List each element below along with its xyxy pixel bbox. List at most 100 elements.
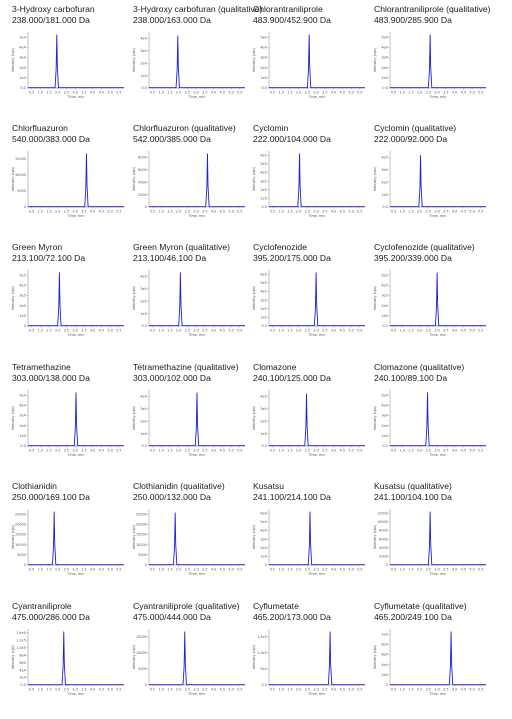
x-tick-label: 3.0 — [313, 210, 318, 214]
chromatogram-peak — [28, 272, 124, 327]
x-tick-label: 5.0 — [107, 688, 112, 692]
chromatogram-plot: 0 5000 10000 15000 0.5 1.0 1.5 2.0 2.5 3.0 3.5 4.0 4… — [11, 151, 124, 218]
x-tick-label: 4.0 — [211, 329, 216, 333]
x-tick-label: 5.0 — [228, 210, 233, 214]
y-axis-label: Intensity (cps) — [132, 524, 136, 549]
x-tick-label: 4.0 — [331, 449, 336, 453]
x-tick-label: 5.0 — [228, 688, 233, 692]
x-tick-label: 2.5 — [185, 568, 190, 572]
x-tick-label: 5.5 — [116, 688, 121, 692]
panel-title-block: Green Myron 213.100/72.100 Da — [12, 242, 85, 263]
panel-title: 3-Hydroxy carbofuran (qualitative) — [133, 4, 263, 14]
x-tick-label: 1.5 — [46, 91, 51, 95]
x-tick-label: 1.0 — [400, 449, 405, 453]
x-tick-label: 2.0 — [417, 568, 422, 572]
y-tick-label: 5e4 — [381, 35, 387, 39]
y-axis-label: Intensity (cps) — [373, 285, 377, 310]
y-tick-label: 2e5 — [381, 304, 387, 308]
y-tick-label: 2000 — [379, 555, 388, 559]
chromatogram-plot: 0.0 1e4 2e4 3e4 4e4 5e4 0.5 1.0 1.5 2.0 2.5 3.0 3.5 4… — [252, 32, 365, 99]
y-tick-label: 1.5e5 — [257, 635, 267, 639]
x-tick-label: 2.0 — [55, 568, 60, 572]
y-tick-label: 5000 — [17, 189, 26, 193]
x-tick-label: 1.5 — [167, 91, 172, 95]
x-tick-label: 1.0 — [279, 568, 284, 572]
y-tick-label: 15000 — [136, 635, 147, 639]
panel-title-block: Clothianidin (qualitative) 250.000/132.00… — [133, 481, 225, 502]
y-tick-label: 4e4 — [19, 668, 25, 672]
y-axis-label: Intensity (cps) — [373, 644, 377, 669]
y-axis-label: Intensity (cps) — [11, 166, 15, 191]
y-axis-label: Intensity (cps) — [132, 405, 136, 430]
x-tick-label: 0.5 — [270, 210, 275, 214]
chromatogram-peak — [390, 511, 486, 566]
x-tick-label: 5.5 — [116, 91, 121, 95]
x-tick-label: 4.0 — [331, 91, 336, 95]
x-tick-label: 2.5 — [305, 568, 310, 572]
chromatogram-peak — [269, 153, 365, 208]
chromatogram-peak — [269, 34, 365, 89]
chromatogram-peak — [28, 153, 124, 208]
x-tick-label: 1.0 — [159, 329, 164, 333]
y-tick-label: 2e5 — [260, 188, 266, 192]
x-tick-label: 0.5 — [270, 688, 275, 692]
y-tick-label: 8e4 — [19, 653, 25, 657]
y-tick-label: 10000 — [377, 520, 388, 524]
y-tick-label: 15000 — [136, 533, 147, 537]
x-tick-label: 2.5 — [426, 91, 431, 95]
y-tick-label: 1e4 — [19, 434, 25, 438]
x-tick-label: 3.5 — [202, 568, 207, 572]
x-tick-label: 0.5 — [150, 329, 155, 333]
chromatogram-panel: Tetramethazine 303.000/138.000 Da 0.0 1e4 2e… — [0, 362, 124, 474]
y-tick-label: 0.0 — [382, 444, 387, 448]
y-axis-label: Intensity (cps) — [373, 524, 377, 549]
x-tick-label: 3.5 — [443, 568, 448, 572]
chromatogram-peak — [269, 393, 365, 447]
x-tick-label: 1.0 — [159, 568, 164, 572]
x-tick-label: 2.5 — [64, 91, 69, 95]
x-axis-label: Time, min — [67, 333, 85, 337]
x-tick-label: 2.0 — [296, 568, 301, 572]
x-tick-label: 2.5 — [305, 329, 310, 333]
x-tick-label: 4.0 — [90, 210, 95, 214]
panel-transition: 240.100/89.100 Da — [374, 372, 448, 383]
panel-transition: 395.200/175.000 Da — [253, 252, 331, 263]
x-tick-label: 3.5 — [202, 688, 207, 692]
axis-frame — [389, 151, 486, 208]
x-tick-label: 3.0 — [434, 329, 439, 333]
panel-title: Cyclomin — [253, 123, 289, 133]
chromatogram-peak — [269, 631, 365, 686]
x-tick-label: 4.0 — [331, 568, 336, 572]
x-tick-label: 2.0 — [176, 91, 181, 95]
y-tick-label: 5e5 — [19, 273, 25, 277]
x-tick-label: 2.0 — [176, 568, 181, 572]
panel-transition: 303.000/102.000 Da — [133, 372, 211, 383]
x-tick-label: 3.5 — [202, 210, 207, 214]
x-tick-label: 0.5 — [150, 210, 155, 214]
x-tick-label: 1.5 — [408, 568, 413, 572]
chromatogram-plot: 0.0 1e5 2e5 3e5 4e5 5e5 0.5 1.0 1.5 2.0 2.5 3.0 3.5 4… — [373, 270, 486, 337]
x-tick-label: 3.0 — [72, 568, 77, 572]
chromatogram-plot: 0 5000 10000 15000 20000 25000 0.5 1.0 1.5 2.0 2.5… — [132, 509, 245, 576]
x-tick-label: 5.5 — [237, 210, 242, 214]
y-tick-label: 2e4 — [19, 676, 25, 680]
panel-title-block: Cyclofenozide 395.200/175.000 Da — [253, 242, 331, 263]
y-tick-label: 3e4 — [140, 407, 146, 411]
x-tick-label: 1.0 — [400, 688, 405, 692]
chromatogram-panel: Cyflumetate (qualitative) 465.200/249.100… — [362, 601, 486, 713]
x-tick-label: 4.0 — [90, 91, 95, 95]
y-tick-label: 15000 — [15, 157, 26, 161]
x-tick-label: 3.5 — [322, 91, 327, 95]
x-tick-label: 4.5 — [220, 329, 225, 333]
y-tick-label: 1e5 — [19, 314, 25, 318]
panel-transition: 238.000/163.000 Da — [133, 14, 211, 25]
x-tick-label: 3.0 — [313, 688, 318, 692]
y-tick-label: 2e4 — [140, 61, 146, 65]
x-tick-label: 4.5 — [340, 91, 345, 95]
y-tick-label: 5e4 — [260, 520, 266, 524]
y-tick-label: 10000 — [15, 543, 26, 547]
y-tick-label: 4e5 — [140, 274, 146, 278]
chromatogram-peak — [390, 392, 486, 447]
panel-title: Cyclofenozide (qualitative) — [374, 242, 475, 252]
x-tick-label: 1.5 — [46, 688, 51, 692]
